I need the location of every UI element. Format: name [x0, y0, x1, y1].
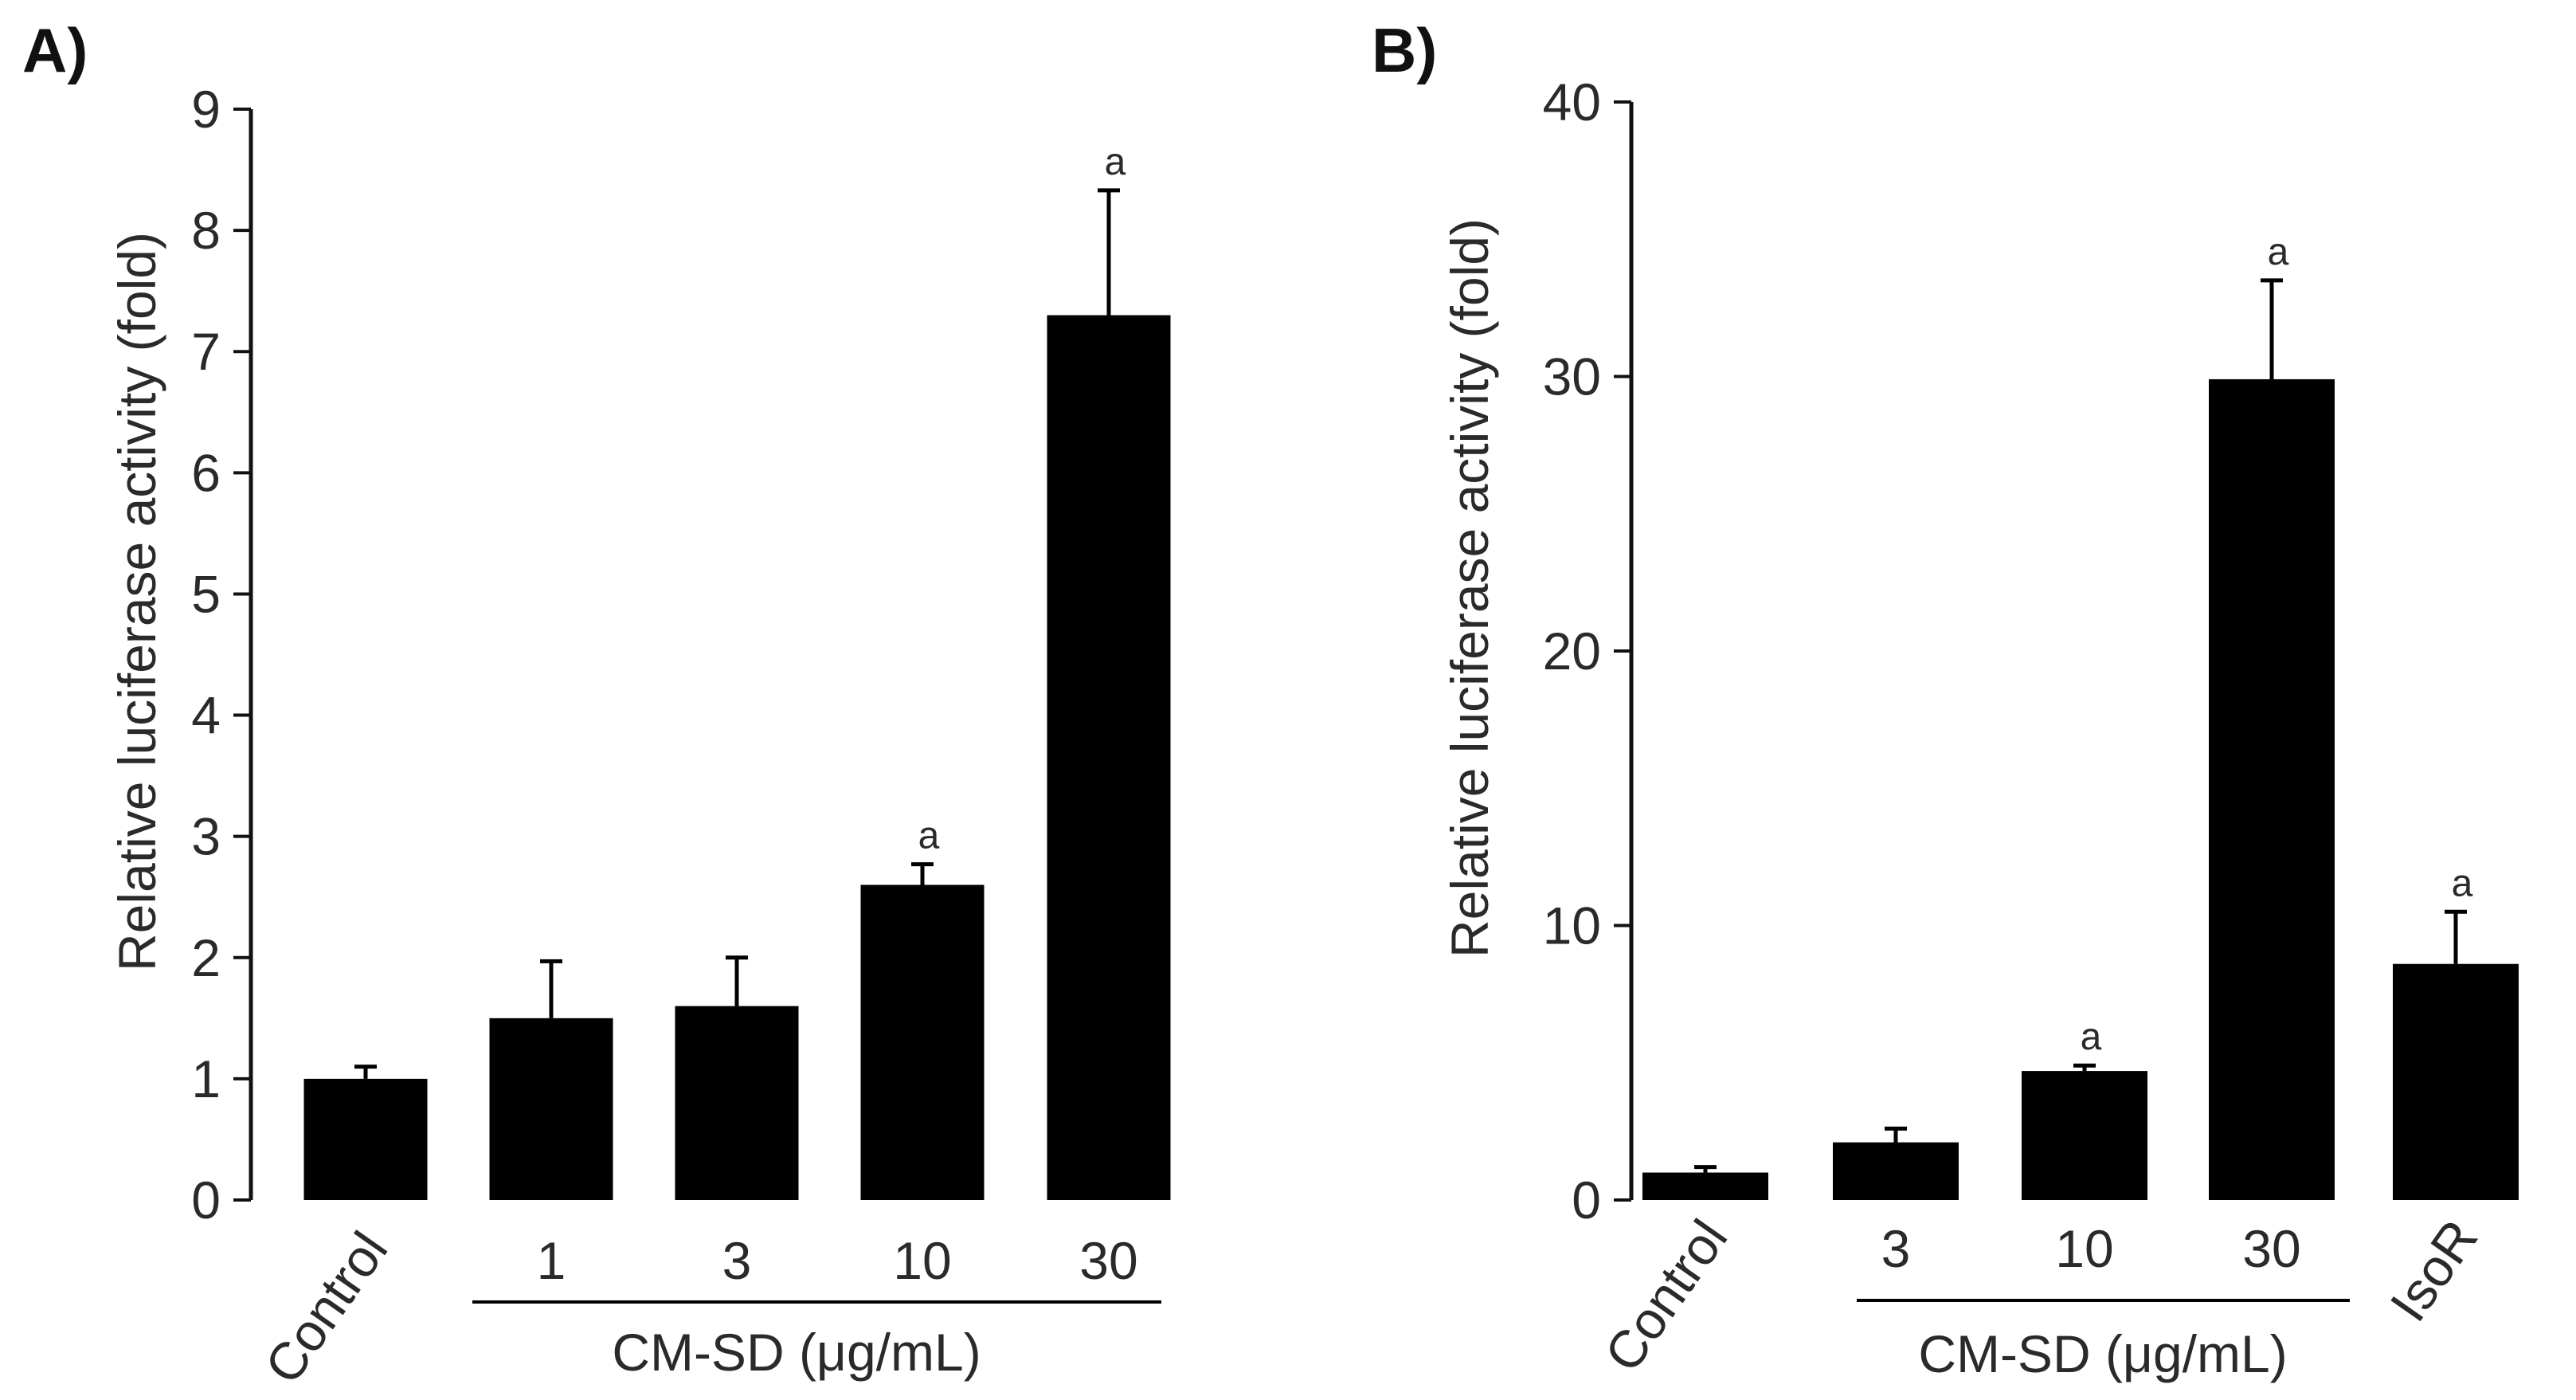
panel-a-bar-3	[675, 1006, 799, 1200]
panel-b-y-tick-label: 10	[1543, 896, 1601, 955]
panel-a-y-tick-label: 2	[191, 928, 221, 987]
panel-a-group-label: CM-SD (μg/mL)	[612, 1323, 981, 1382]
panel-b: B) Relative luciferase activity (fold) 0…	[1372, 15, 2519, 1383]
panel-a-y-tick-label: 4	[191, 686, 221, 745]
panel-a-y-tick-label: 5	[191, 564, 221, 623]
panel-a-y-tick-label: 1	[191, 1049, 221, 1108]
panel-b-category-label: 10	[2055, 1219, 2113, 1278]
panel-a-category-label: 10	[893, 1231, 951, 1290]
panel-b-category-label: IsoR	[2378, 1210, 2488, 1332]
panel-a-bar-4	[860, 884, 985, 1200]
panel-b-bar-5	[2393, 963, 2519, 1200]
panel-b-label: B)	[1372, 15, 1437, 85]
panel-a-bar-1	[303, 1078, 428, 1200]
panel-b-bar-1	[1642, 1172, 1768, 1200]
panel-a-y-tick-label: 3	[191, 807, 221, 866]
panel-b-significance-label: a	[2268, 231, 2289, 273]
panel-b-y-tick-label: 40	[1543, 73, 1601, 131]
panel-a: A) Relative luciferase activity (fold) 0…	[22, 15, 1171, 1394]
panel-a-category-label: 3	[722, 1231, 752, 1290]
panel-b-category-label: 30	[2242, 1219, 2300, 1278]
panel-a-category-label: 30	[1079, 1231, 1137, 1290]
panel-a-category-label: Control	[253, 1222, 399, 1394]
panel-a-bar-5	[1047, 315, 1171, 1201]
panel-b-significance-label: a	[2452, 862, 2473, 904]
panel-b-y-tick-label: 20	[1543, 622, 1601, 680]
panel-b-bar-4	[2209, 378, 2335, 1200]
panel-a-y-tick-label: 8	[191, 201, 221, 260]
panel-b-marks: 0 10 20 30 40 Control 3 a 10 a 30 a IsoR CM-SD (μg/mL…	[1543, 73, 2519, 1383]
panel-b-significance-label: a	[2081, 1016, 2102, 1058]
panel-a-y-axis-title: Relative luciferase activity (fold)	[108, 232, 166, 971]
panel-a-marks: 0 1 2 3 4 5 6 7 8 9 Control 1 3 a 10 a 30 CM-SD (μg/mL)	[191, 80, 1171, 1394]
panel-b-category-label: 3	[1881, 1219, 1911, 1278]
panel-b-category-label: Control	[1593, 1210, 1739, 1382]
panel-a-significance-label: a	[1105, 141, 1126, 183]
panel-b-y-tick-label: 30	[1543, 347, 1601, 406]
panel-a-y-tick-label: 6	[191, 443, 221, 502]
panel-a-y-tick-label: 0	[191, 1171, 221, 1229]
panel-a-bar-2	[489, 1018, 613, 1200]
panel-b-bar-2	[1833, 1142, 1959, 1200]
panel-a-category-label: 1	[537, 1231, 566, 1290]
panel-a-y-tick-label: 9	[191, 80, 221, 139]
panel-b-group-label: CM-SD (μg/mL)	[1918, 1324, 2287, 1383]
panel-a-significance-label: a	[918, 815, 940, 857]
panel-b-bar-3	[2022, 1071, 2147, 1200]
panel-b-y-axis-title: Relative luciferase activity (fold)	[1440, 218, 1499, 958]
panel-a-y-tick-label: 7	[191, 322, 221, 381]
panel-b-y-tick-label: 0	[1572, 1171, 1601, 1229]
panel-a-label: A)	[22, 15, 88, 85]
